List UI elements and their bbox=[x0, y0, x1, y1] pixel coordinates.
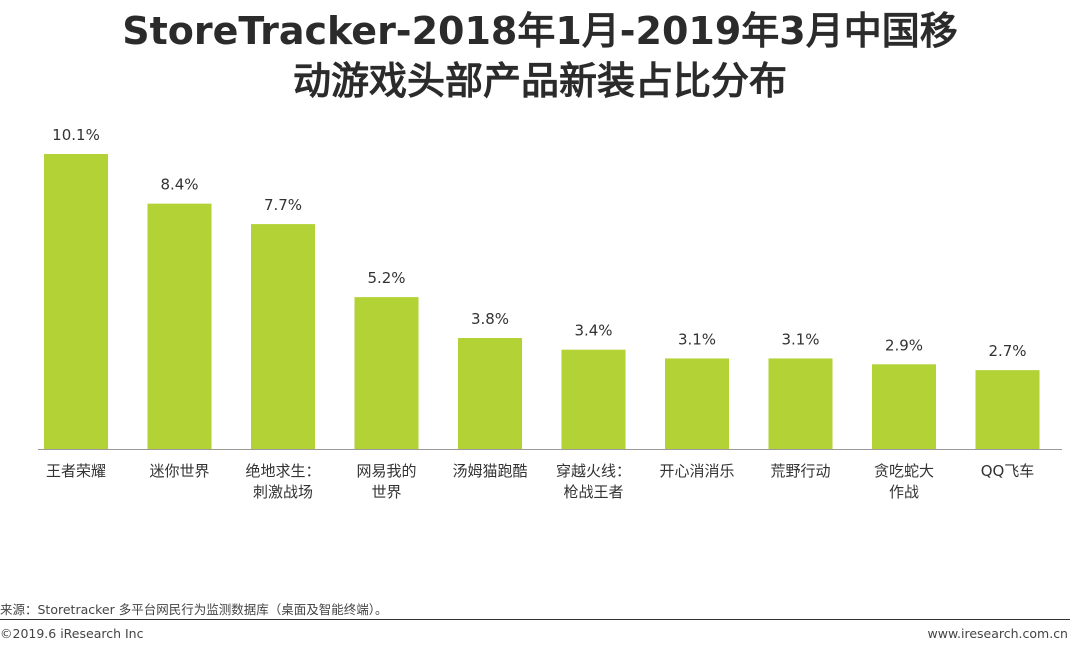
bar-6 bbox=[561, 349, 626, 449]
bar-10 bbox=[975, 370, 1040, 449]
category-label-6-line-2: 枪战王者 bbox=[563, 483, 623, 501]
value-label-9: 2.9% bbox=[885, 336, 923, 354]
category-label-3-line-1: 绝地求生： bbox=[245, 462, 320, 480]
category-label-7: 开心消消乐 bbox=[659, 462, 734, 480]
source-note: 来源：Storetracker 多平台网民行为监测数据库（桌面及智能终端）。 bbox=[0, 602, 388, 617]
category-label-2: 迷你世界 bbox=[149, 462, 209, 480]
category-label-8: 荒野行动 bbox=[770, 462, 830, 480]
category-label-1: 王者荣耀 bbox=[46, 462, 106, 480]
copyright-text: ©2019.6 iResearch Inc bbox=[0, 626, 144, 641]
bar-4 bbox=[354, 297, 419, 449]
value-label-5: 3.8% bbox=[471, 310, 509, 328]
chart-title-line-2: 动游戏头部产品新装占比分布 bbox=[292, 59, 787, 103]
website-link[interactable]: www.iresearch.com.cn bbox=[927, 626, 1069, 641]
category-label-3-line-2: 刺激战场 bbox=[253, 483, 313, 501]
footer-divider bbox=[0, 619, 1070, 620]
category-label-9-line-1: 贪吃蛇大 bbox=[874, 462, 934, 480]
category-label-10: QQ飞车 bbox=[981, 462, 1035, 480]
category-label-4-line-2: 世界 bbox=[371, 483, 401, 501]
bar-3 bbox=[251, 224, 315, 449]
value-label-2: 8.4% bbox=[160, 176, 198, 194]
bar-8 bbox=[768, 358, 833, 449]
category-label-9-line-2: 作战 bbox=[889, 483, 919, 501]
chart-title-line-1: StoreTracker-2018年1月-2019年3月中国移 bbox=[122, 9, 958, 53]
category-label-5: 汤姆猫跑酷 bbox=[452, 462, 527, 480]
value-label-6: 3.4% bbox=[574, 322, 612, 340]
value-label-7: 3.1% bbox=[678, 330, 716, 348]
value-label-3: 7.7% bbox=[264, 196, 302, 214]
chart-title: StoreTracker-2018年1月-2019年3月中国移 动游戏头部产品新… bbox=[0, 6, 1080, 106]
bar-1 bbox=[44, 154, 108, 449]
value-label-1: 10.1% bbox=[52, 126, 100, 144]
bar-9 bbox=[872, 364, 936, 449]
bar-2 bbox=[147, 203, 212, 449]
value-label-10: 2.7% bbox=[988, 342, 1026, 360]
bar-chart: 10.1% 王者荣耀 8.4% 迷你世界 7.7% 绝地求生： 刺激战场 5.2% 网易我的世界… bbox=[38, 126, 1062, 501]
category-label-6-line-1: 穿越火线： bbox=[556, 462, 631, 480]
bar-5 bbox=[458, 338, 522, 449]
bar-7 bbox=[665, 358, 729, 449]
category-label-4-line-1: 网易我的 bbox=[356, 462, 416, 480]
value-label-4: 5.2% bbox=[367, 269, 405, 287]
value-label-8: 3.1% bbox=[781, 330, 819, 348]
